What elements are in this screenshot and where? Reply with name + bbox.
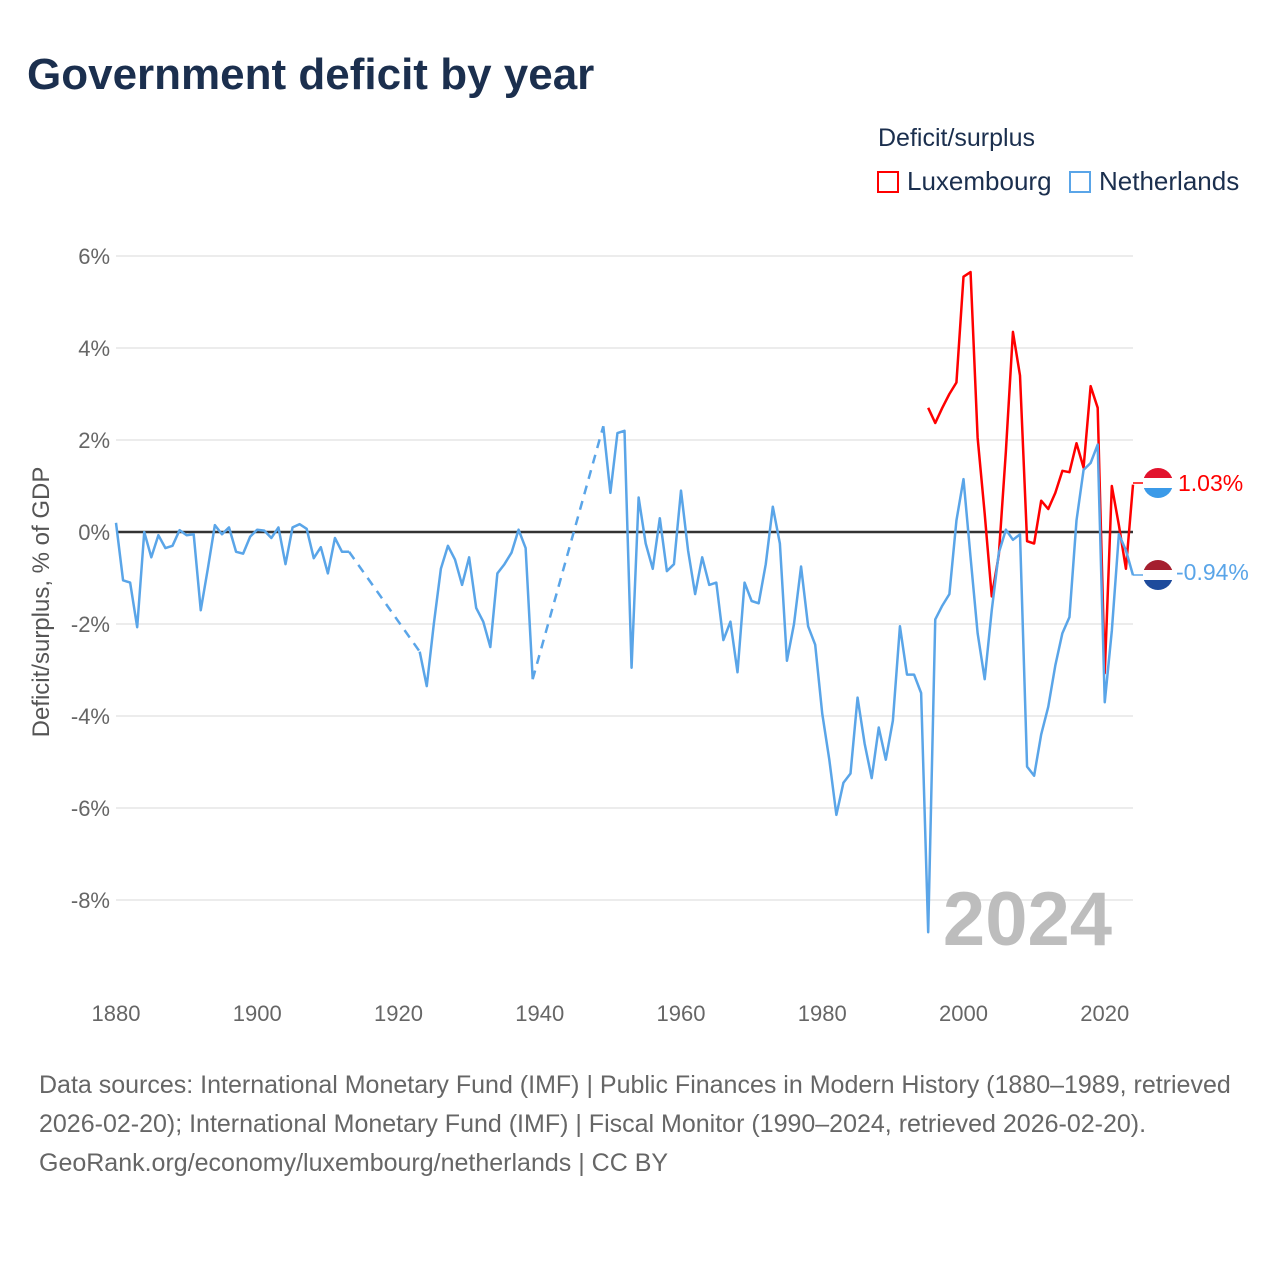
x-tick-label: 1940	[515, 1001, 564, 1026]
legend-label: Netherlands	[1099, 166, 1240, 196]
y-tick-label: -6%	[71, 796, 110, 821]
credit-link[interactable]: GeoRank.org/economy/luxembourg/netherlan…	[39, 1149, 669, 1177]
legend-swatch-luxembourg	[877, 170, 899, 193]
legend-title: Deficit/surplus	[878, 124, 1035, 152]
luxembourg-flag-icon	[1143, 468, 1173, 498]
y-tick-label: 4%	[78, 336, 110, 361]
gridlines	[116, 255, 1133, 901]
x-tick-label: 2000	[939, 1001, 988, 1026]
end-labels: 1.03% -0.94%	[1133, 468, 1249, 590]
chart-title: Government deficit by year	[27, 50, 595, 99]
x-tick-label: 1900	[233, 1001, 282, 1026]
x-tick-label: 1880	[92, 1001, 141, 1026]
legend-swatch-netherlands	[1069, 170, 1091, 193]
y-tick-label: 0%	[78, 520, 110, 545]
y-axis-label: Deficit/surplus, % of GDP	[28, 466, 55, 738]
series-gap-line	[348, 551, 421, 653]
netherlands-flag-icon	[1143, 560, 1173, 590]
y-tick-label: -8%	[71, 888, 110, 913]
series-netherlands	[114, 425, 1135, 934]
y-tick-label: -2%	[71, 612, 110, 637]
legend-item-netherlands[interactable]: Netherlands	[1069, 166, 1239, 197]
series-lines	[114, 270, 1135, 934]
y-tick-label: 6%	[78, 244, 110, 269]
data-sources: Data sources: International Monetary Fun…	[39, 1071, 1231, 1138]
x-tick-label: 1960	[657, 1001, 706, 1026]
x-axis-ticks: 1880 1900 1920 1940 1960 1980 2000 2020	[92, 1001, 1130, 1026]
x-tick-label: 1920	[374, 1001, 423, 1026]
y-axis-ticks: 6% 4% 2% 0% -2% -4% -6% -8%	[71, 244, 110, 913]
x-tick-label: 2020	[1080, 1001, 1129, 1026]
year-watermark: 2024	[943, 877, 1112, 962]
legend-label: Luxembourg	[907, 166, 1052, 196]
series-line-segment	[418, 528, 534, 688]
end-label-netherlands: -0.94%	[1176, 559, 1249, 585]
series-gap-line	[531, 425, 605, 680]
x-tick-label: 1980	[798, 1001, 847, 1026]
footer: Data sources: International Monetary Fun…	[39, 1066, 1239, 1183]
end-label-luxembourg: 1.03%	[1178, 470, 1243, 496]
legend-item-luxembourg[interactable]: Luxembourg	[877, 166, 1052, 197]
series-line-segment	[602, 426, 1135, 934]
series-line-segment	[114, 522, 350, 629]
y-tick-label: -4%	[71, 704, 110, 729]
y-tick-label: 2%	[78, 428, 110, 453]
